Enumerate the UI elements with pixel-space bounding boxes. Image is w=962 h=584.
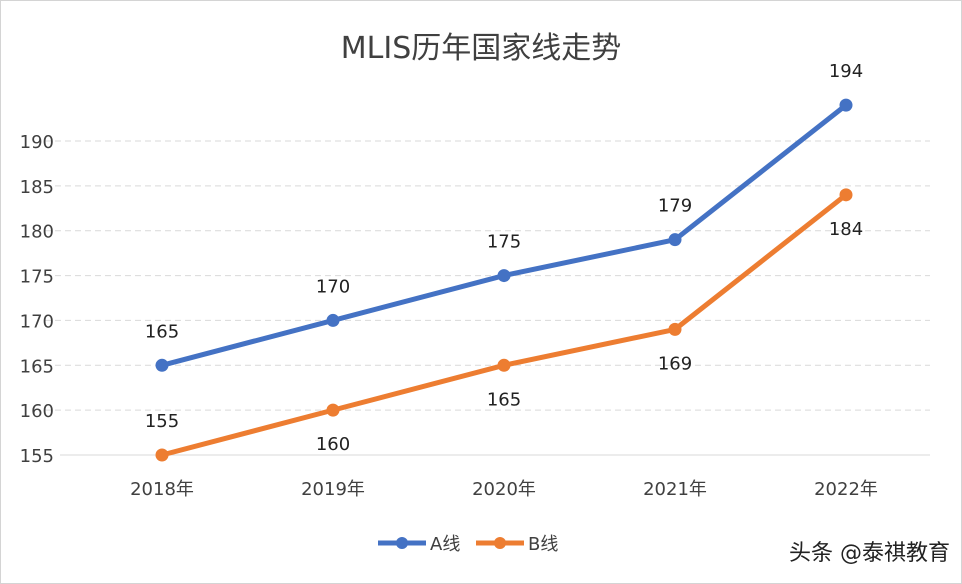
- series-a-data-label: 170: [316, 276, 350, 297]
- y-tick-label: 165: [20, 356, 54, 377]
- y-tick-label: 190: [20, 132, 54, 153]
- series-b-data-label: 184: [829, 219, 863, 240]
- series-b-point: [326, 403, 340, 417]
- series-b-data-label: 160: [316, 434, 350, 455]
- series-b-data-label: 169: [658, 353, 692, 374]
- series-b-data-label: 155: [145, 411, 179, 432]
- legend-a-marker-icon: [396, 537, 408, 549]
- series-a-data-label: 175: [487, 232, 521, 253]
- y-tick-label: 160: [20, 401, 54, 422]
- series-a-data-label: 165: [145, 321, 179, 342]
- series-a-data-label: 179: [658, 196, 692, 217]
- series-a-point: [155, 358, 169, 372]
- y-tick-label: 175: [20, 267, 54, 288]
- series-b-point: [155, 448, 169, 462]
- watermark: 头条 @泰祺教育: [789, 541, 950, 566]
- series-b-point: [497, 358, 511, 372]
- x-tick-label: 2019年: [301, 479, 365, 500]
- chart-title: MLIS历年国家线走势: [341, 31, 622, 66]
- legend-a-label: A线: [430, 534, 460, 555]
- series-b-point: [668, 322, 682, 336]
- series-a-data-label: 194: [829, 61, 863, 82]
- y-tick-label: 155: [20, 446, 54, 467]
- series-a-point: [326, 313, 340, 327]
- y-tick-label: 170: [20, 311, 54, 332]
- series-a-point: [839, 98, 853, 112]
- legend-b-marker-icon: [494, 537, 506, 549]
- y-tick-label: 180: [20, 222, 54, 243]
- legend-b-label: B线: [528, 534, 558, 555]
- x-tick-label: 2018年: [130, 479, 194, 500]
- series-b-data-label: 165: [487, 389, 521, 410]
- series-b-point: [839, 188, 853, 202]
- series-a-point: [497, 269, 511, 283]
- series-a-point: [668, 233, 682, 247]
- x-tick-label: 2022年: [814, 479, 878, 500]
- x-tick-label: 2021年: [643, 479, 707, 500]
- x-tick-label: 2020年: [472, 479, 536, 500]
- y-tick-label: 185: [20, 177, 54, 198]
